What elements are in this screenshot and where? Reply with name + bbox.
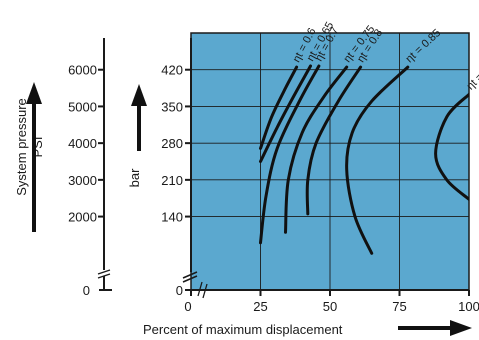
- bar-tick-label: 0: [176, 283, 183, 298]
- x-tick-label: 100: [458, 299, 479, 314]
- efficiency-curve: [259, 64, 321, 245]
- efficiency-curve: [259, 65, 299, 150]
- psi-tick-label: 0: [83, 283, 90, 298]
- efficiency-curve: [284, 65, 349, 234]
- efficiency-curve: [434, 92, 469, 201]
- psi-tick-label: 6000: [68, 63, 97, 78]
- efficiency-curve: [305, 65, 363, 216]
- bar-up-arrow-icon: [131, 84, 147, 151]
- bar-ticks: 0 140 210 280 350 420: [161, 63, 191, 298]
- efficiency-curve: [259, 64, 312, 163]
- x-right-arrow-icon: [398, 320, 472, 336]
- bar-tick-label: 280: [161, 136, 183, 151]
- x-tick-label: 0: [184, 299, 191, 314]
- bar-axis-break-icon: [182, 271, 198, 283]
- psi-tick-label: 5000: [68, 99, 97, 114]
- psi-ticks: 0 2000 3000 4000 5000 6000: [68, 63, 104, 298]
- x-tick-label: 25: [253, 299, 267, 314]
- psi-tick-label: 4000: [68, 136, 97, 151]
- bar-tick-label: 210: [161, 173, 183, 188]
- psi-tick-label: 2000: [68, 210, 97, 225]
- x-tick-label: 50: [323, 299, 337, 314]
- x-tick-label: 75: [392, 299, 406, 314]
- psi-up-arrow-icon: [26, 82, 42, 232]
- efficiency-curve: [345, 65, 410, 255]
- grid-lines: [191, 33, 469, 290]
- y-psi-title-line1: System pressure: [14, 98, 29, 196]
- bar-tick-label: 350: [161, 99, 183, 114]
- efficiency-curves: [259, 64, 469, 255]
- psi-axis-break-icon: [97, 269, 111, 279]
- x-axis-title: Percent of maximum displacement: [143, 322, 343, 337]
- x-axis-break-icon: [197, 281, 208, 299]
- bar-tick-label: 420: [161, 63, 183, 78]
- psi-tick-label: 3000: [68, 173, 97, 188]
- bar-tick-label: 140: [161, 210, 183, 225]
- x-ticks: 0 25 50 75 100: [184, 290, 479, 314]
- y-bar-title: bar: [127, 168, 142, 187]
